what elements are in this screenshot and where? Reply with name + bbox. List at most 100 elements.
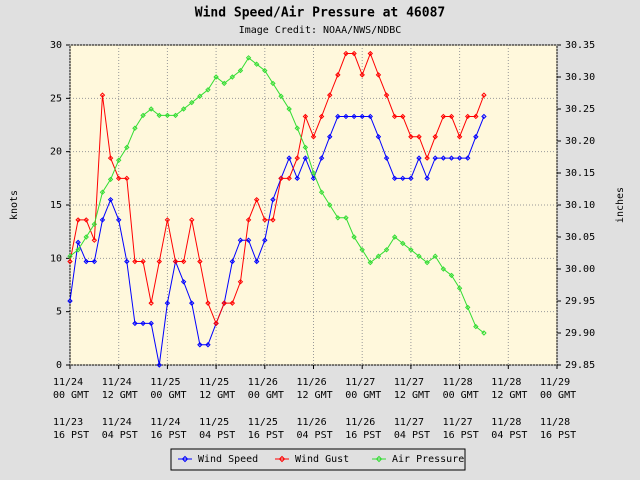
point	[148, 106, 154, 112]
x-tick-label: 11/24	[150, 417, 180, 428]
point	[302, 113, 309, 120]
y-tick-label: 25	[50, 93, 62, 104]
point	[294, 155, 300, 161]
point	[140, 112, 146, 119]
point	[148, 300, 154, 306]
x-tick-label: 00 GMT	[248, 390, 284, 401]
x-tick-label: 11/28	[491, 417, 521, 428]
point	[91, 237, 98, 243]
point	[75, 239, 81, 246]
point	[448, 155, 455, 161]
point	[465, 155, 471, 161]
point	[115, 157, 122, 163]
point	[164, 300, 171, 306]
point	[197, 342, 203, 348]
point	[213, 320, 219, 327]
legend-marker	[181, 455, 189, 463]
point	[286, 106, 292, 112]
x-tick-label: 11/28	[443, 377, 473, 388]
point	[408, 247, 414, 253]
point	[327, 202, 333, 208]
point	[391, 175, 398, 182]
point	[189, 99, 195, 106]
point	[99, 92, 106, 98]
point	[253, 258, 260, 265]
point	[448, 272, 455, 279]
point	[383, 155, 390, 161]
point	[124, 175, 130, 182]
subtitle: Image Credit: NOAA/NWS/NDBC	[239, 25, 402, 36]
point	[465, 113, 471, 120]
x-tick-label: 04 PST	[394, 430, 430, 441]
point	[164, 217, 171, 223]
point	[432, 134, 438, 140]
point	[91, 258, 98, 265]
point	[156, 112, 162, 119]
point	[124, 258, 130, 265]
point	[75, 217, 81, 223]
point	[197, 93, 203, 99]
point	[107, 176, 114, 183]
point	[416, 134, 422, 140]
point	[245, 55, 252, 61]
point	[237, 279, 244, 285]
point	[456, 155, 463, 161]
x-tick-label: 04 PST	[491, 430, 527, 441]
point	[286, 155, 292, 161]
x-tick-label: 00 GMT	[150, 390, 186, 401]
x-tick-label: 11/28	[540, 417, 570, 428]
point	[416, 253, 422, 259]
x-tick-label: 11/27	[443, 417, 473, 428]
point	[245, 217, 252, 223]
point	[115, 217, 122, 223]
point	[262, 217, 268, 223]
point	[221, 80, 227, 87]
x-tick-label: 16 PST	[53, 430, 89, 441]
y2-tick-label: 29.90	[565, 328, 595, 339]
point	[99, 189, 106, 195]
x-tick-label: 11/26	[297, 377, 327, 388]
legend-marker	[278, 455, 286, 463]
y2-tick-label: 30.10	[565, 200, 595, 211]
x-tick-label: 00 GMT	[345, 390, 381, 401]
point	[440, 113, 447, 120]
x-tick-label: 00 GMT	[540, 390, 576, 401]
point	[456, 285, 463, 291]
x-tick-label: 11/27	[345, 377, 375, 388]
x-tick-label: 11/26	[297, 417, 327, 428]
point	[408, 134, 414, 140]
point	[253, 61, 260, 67]
x-tick-label: 12 GMT	[102, 390, 138, 401]
x-tick-label: 11/25	[150, 377, 180, 388]
point	[91, 221, 98, 227]
point	[270, 217, 276, 223]
point	[473, 323, 479, 330]
x-tick-label: 04 PST	[102, 430, 138, 441]
point	[270, 196, 276, 203]
x-tick-label: 16 PST	[345, 430, 381, 441]
x-tick-label: 11/24	[53, 377, 83, 388]
point	[448, 113, 455, 120]
point	[278, 175, 284, 182]
point	[391, 113, 398, 120]
point	[237, 237, 244, 243]
point	[351, 50, 357, 57]
point	[262, 67, 268, 74]
point	[400, 175, 406, 182]
y2-tick-label: 30.00	[565, 264, 595, 275]
point	[310, 134, 317, 140]
point	[424, 155, 430, 161]
point	[148, 320, 154, 327]
x-tick-label: 11/29	[540, 377, 570, 388]
point	[180, 106, 187, 112]
point	[400, 240, 406, 247]
x-tick-label: 04 PST	[297, 430, 333, 441]
point	[367, 259, 374, 266]
point	[172, 258, 179, 265]
point	[67, 298, 73, 304]
point	[213, 74, 219, 80]
x-tick-label: 12 GMT	[297, 390, 333, 401]
point	[481, 92, 487, 98]
